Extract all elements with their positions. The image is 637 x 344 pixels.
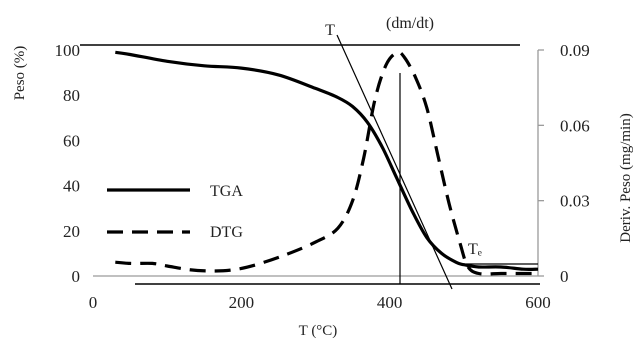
right-axis-ticks: [538, 49, 544, 277]
legend: TGA DTG: [107, 183, 243, 241]
y-right-tick-label: 0.06: [560, 116, 590, 135]
y-left-tick-label: 100: [55, 41, 81, 60]
y-right-tick-label: 0: [560, 267, 569, 286]
x-tick-label: 200: [229, 293, 255, 312]
dtg-series-line: [115, 50, 538, 276]
y-left-tick-label: 0: [72, 267, 81, 286]
top-tangent-label: T: [325, 22, 335, 39]
tga-series-line: [115, 50, 539, 271]
y-left-tick-label: 20: [63, 222, 80, 241]
x-tick-label: 600: [525, 293, 551, 312]
x-tick-labels: 0 200 400 600: [89, 293, 551, 312]
peak-label: (dm/dt): [386, 15, 434, 32]
y-left-tick-label: 60: [63, 131, 80, 150]
tangent-line: [336, 34, 453, 290]
y-right-tick-label: 0.09: [560, 41, 590, 60]
x-axis-label: T (°C): [299, 323, 338, 339]
end-label: Tₑ: [468, 241, 482, 258]
y-right-tick-labels: 0 0.03 0.06 0.09: [560, 41, 590, 286]
x-tick-label: 400: [377, 293, 403, 312]
y-left-tick-label: 80: [63, 86, 80, 105]
y-right-axis-label: Deriv. Peso (mg/min): [618, 113, 634, 242]
y-right-tick-label: 0.03: [560, 192, 590, 211]
legend-tga-label: TGA: [210, 183, 243, 200]
y-left-axis-label: Peso (%): [12, 46, 28, 101]
legend-dtg-label: DTG: [210, 224, 243, 241]
x-tick-label: 0: [89, 293, 98, 312]
y-left-tick-labels: 0 20 40 60 80 100: [55, 41, 81, 286]
y-left-tick-label: 40: [63, 177, 80, 196]
